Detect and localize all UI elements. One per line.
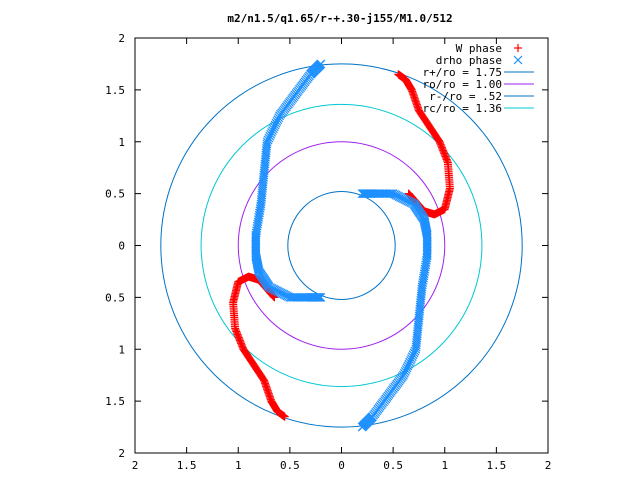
x-tick-label: 0 [338,459,345,472]
y-tick-label: 0.5 [105,291,125,304]
reference-circles [160,63,523,428]
legend-marker [513,55,523,65]
legend-marker [514,44,522,52]
legend-label: drho phase [436,54,502,67]
reference-circle [200,103,483,388]
drho-phase-point [316,292,326,302]
x-tick-label: 1.5 [486,459,506,472]
y-tick-label: 1 [118,136,125,149]
x-tick-label: 2 [545,459,552,472]
reference-circle [287,191,396,300]
x-tick-label: 2 [132,459,139,472]
chart-title: m2/n1.5/q1.65/r-+.30-j155/M1.0/512 [227,12,452,25]
legend-label: r+/ro = 1.75 [423,66,502,79]
x-tick-label: 0.5 [280,459,300,472]
x-tick-label: 1 [441,459,448,472]
x-tick-label: 0.5 [383,459,403,472]
reference-circle [160,63,523,428]
y-tick-label: 2 [118,447,125,460]
x-tick-label: 1.5 [177,459,197,472]
reference-circle [237,141,446,350]
legend-label: W phase [456,42,502,55]
x-tick-label: 1 [235,459,242,472]
y-tick-label: 1.5 [105,84,125,97]
y-tick-label: 2 [118,32,125,45]
y-tick-label: 1 [118,343,125,356]
y-tick-label: 0.5 [105,188,125,201]
axis-ticks: 2 1.5 1 0.5 0 0.5 1 1.5 221.510.500.511.52 [105,32,551,472]
y-tick-label: 1.5 [105,395,125,408]
drho-phase-point [357,189,367,199]
legend-label: ro/ro = 1.00 [423,78,502,91]
legend-label: r-/ro = .52 [429,90,502,103]
data-points [229,59,454,432]
legend-label: rc/ro = 1.36 [423,102,502,115]
y-tick-label: 0 [118,240,125,253]
